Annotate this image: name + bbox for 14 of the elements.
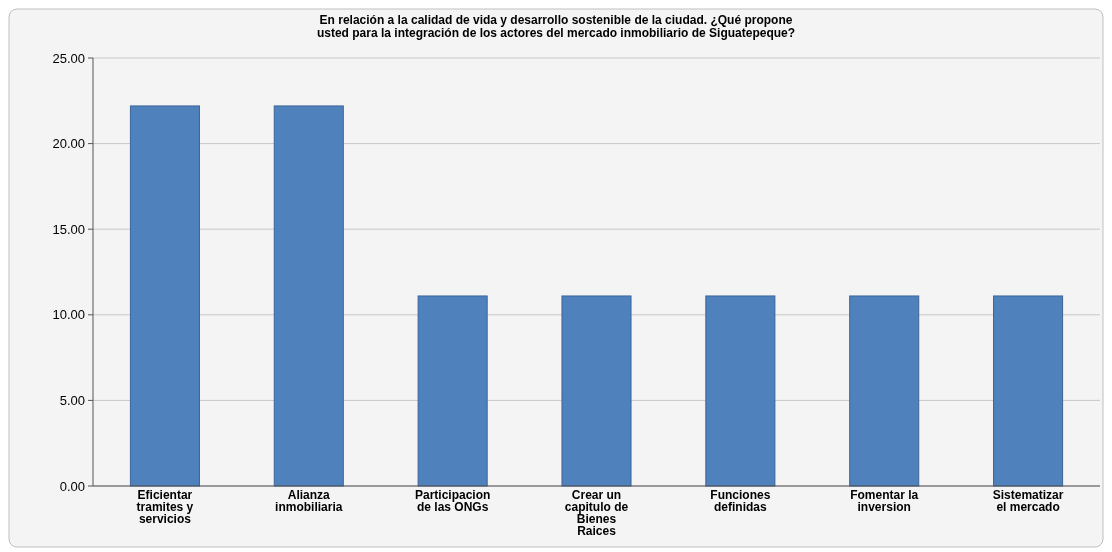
x-tick-label: Alianza inmobiliaria [275, 488, 343, 514]
y-tick-label: 0.00 [59, 478, 85, 494]
x-tick-label: Sistematizar el mercado [992, 488, 1064, 514]
x-tick-label: Funciones definidas [710, 488, 771, 514]
chart-title: En relación a la calidad de vida y desarrollo sostenible de la ciudad. ¿Qué propone usted para la integración de los actores del mercado inmobiliario de Siguatepeque? [316, 13, 796, 40]
y-tick-label: 10.00 [52, 307, 85, 323]
x-tick-label: Eficientar tramites y servicios [136, 488, 194, 526]
y-tick-label: 5.00 [59, 392, 85, 408]
x-tick-label: Fomentar la inversion [850, 488, 919, 514]
y-tick-label: 25.00 [52, 50, 85, 66]
y-tick-label: 15.00 [52, 221, 85, 237]
x-tick-label: Participacion de las ONGs [414, 488, 491, 514]
x-tick-label: Crear un capitulo de Bienes Raices [564, 488, 629, 538]
y-tick-label: 20.00 [52, 136, 85, 152]
